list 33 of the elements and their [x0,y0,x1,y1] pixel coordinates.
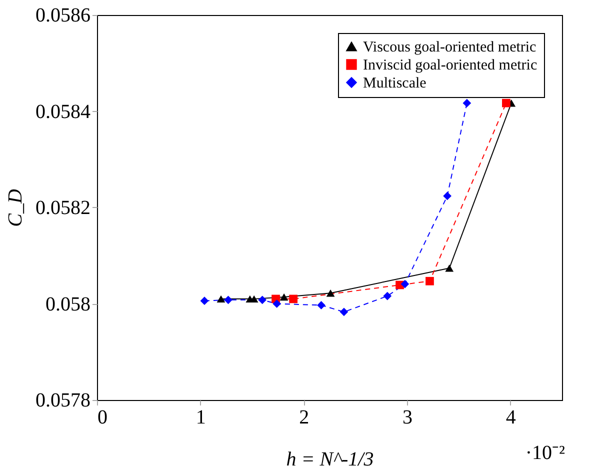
legend-label: Viscous goal-oriented metric [363,40,537,56]
y-tick-label: 0.0578 [36,390,90,412]
x-axis-title: h = N^-1/3 [286,448,374,470]
x-tick-label: 1 [196,406,206,428]
point [426,276,434,286]
x-tick-label: 3 [402,406,412,428]
x-tick-label: 0 [98,406,108,428]
point [443,192,452,200]
point [216,295,226,303]
y-tick-label: 0.0586 [36,4,90,26]
point [383,292,392,300]
point [289,294,298,304]
y-tick-label: 0.0582 [36,197,90,219]
point [200,296,209,306]
point [224,296,232,304]
point [502,98,510,108]
point [326,290,335,297]
point [258,296,267,304]
point [317,301,326,310]
point [400,280,410,288]
x-tick-label: 2 [299,406,310,428]
y-tick-label: 0.058 [46,293,90,316]
point [340,308,348,316]
point [280,293,288,301]
legend-label: Inviscid goal-oriented metric [363,58,538,74]
point [272,300,281,308]
text: ·10⁻² [525,442,566,464]
legend-label: Multiscale [363,76,427,92]
y-axis-title: C_D [4,188,26,227]
y-tick-label: 0.0584 [36,100,90,123]
x-tick-label: 4 [506,406,516,428]
point [462,98,472,108]
point [445,264,454,272]
